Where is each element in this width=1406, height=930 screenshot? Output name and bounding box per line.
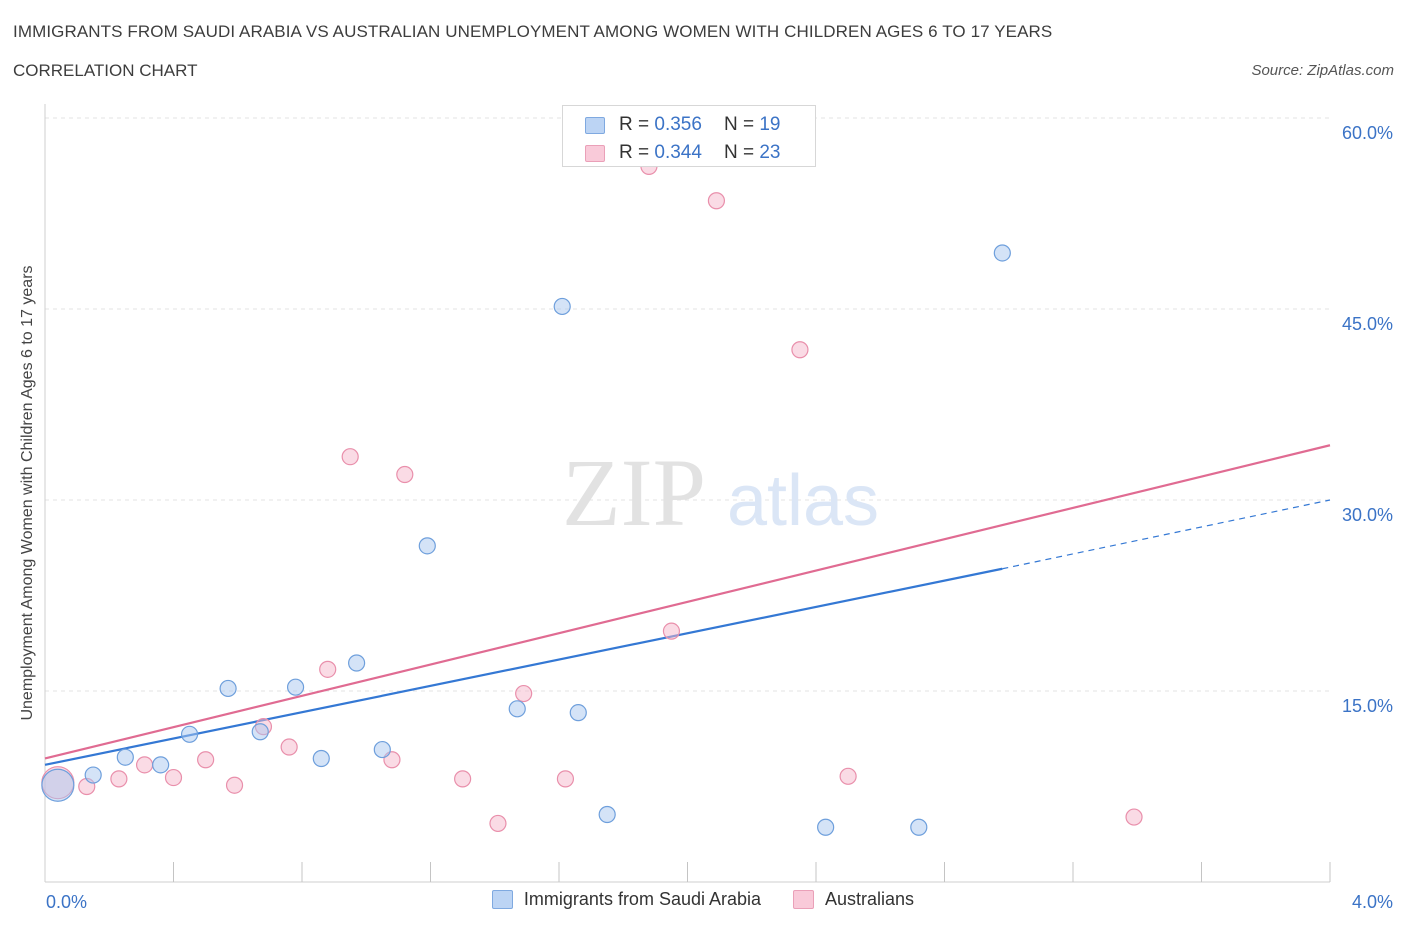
data-point-saudi-0 bbox=[41, 768, 75, 802]
data-point-saudi-4 bbox=[180, 725, 199, 743]
data-point-australians-8 bbox=[280, 738, 298, 756]
data-point-saudi-6 bbox=[251, 723, 269, 741]
legend-n-value: 19 bbox=[759, 114, 781, 135]
data-point-australians-10 bbox=[341, 448, 359, 466]
data-point-australians-4 bbox=[164, 768, 183, 787]
legend-n-label: N = bbox=[723, 142, 755, 163]
legend-r-value: 0.344 bbox=[654, 142, 702, 163]
watermark-zip: ZIP bbox=[562, 439, 706, 546]
data-point-saudi-17 bbox=[910, 818, 928, 836]
data-point-saudi-10 bbox=[373, 740, 391, 759]
legend-row-saudi: R = 0.356 N = 19 bbox=[585, 113, 780, 137]
legend-r-value: 0.356 bbox=[654, 114, 702, 135]
data-point-saudi-8 bbox=[312, 749, 330, 768]
data-point-australians-6 bbox=[225, 776, 244, 794]
data-point-saudi-3 bbox=[152, 756, 170, 774]
data-point-australians-19 bbox=[707, 192, 726, 210]
data-point-saudi-18 bbox=[993, 244, 1011, 262]
correlation-legend: R = 0.356 N = 19 R = 0.344 N = 23 bbox=[562, 105, 816, 167]
watermark: ZIP atlas bbox=[562, 439, 879, 546]
trend-lines bbox=[44, 444, 1331, 766]
y-tick-label-2: 45.0% bbox=[1342, 314, 1393, 334]
data-point-saudi-5 bbox=[219, 679, 237, 698]
data-point-saudi-12 bbox=[508, 700, 526, 718]
legend-swatch-australians bbox=[585, 144, 605, 162]
data-point-saudi-1 bbox=[84, 766, 102, 784]
data-point-australians-13 bbox=[454, 770, 472, 788]
data-points bbox=[41, 157, 1143, 836]
legend-row-australians: R = 0.344 N = 23 bbox=[585, 141, 780, 165]
series-name-saudi: Immigrants from Saudi Arabia bbox=[523, 889, 762, 909]
chart-title: IMMIGRANTS FROM SAUDI ARABIA VS AUSTRALI… bbox=[13, 22, 1053, 41]
series-legend-australians: Australians bbox=[793, 889, 914, 910]
source-label: Source: ZipAtlas.com bbox=[1251, 62, 1394, 79]
x-tick-label-0: 0.0% bbox=[46, 892, 87, 912]
data-point-australians-3 bbox=[135, 756, 154, 774]
watermark-atlas: atlas bbox=[727, 461, 879, 541]
chart-subtitle: CORRELATION CHART bbox=[13, 61, 198, 80]
data-point-australians-5 bbox=[197, 751, 215, 769]
trend-line-saudi-extension bbox=[1002, 499, 1331, 570]
legend-n-label: N = bbox=[723, 114, 755, 135]
data-point-saudi-2 bbox=[116, 748, 134, 766]
axes bbox=[44, 104, 1331, 883]
data-point-australians-2 bbox=[110, 770, 128, 788]
data-point-australians-16 bbox=[556, 770, 575, 788]
x-tick-labels: 0.0% 4.0% bbox=[46, 892, 1393, 912]
x-tick-label-1: 4.0% bbox=[1352, 892, 1393, 912]
data-point-saudi-16 bbox=[817, 818, 835, 836]
data-point-saudi-9 bbox=[348, 654, 366, 672]
legend-n-value: 23 bbox=[759, 142, 781, 163]
data-point-saudi-15 bbox=[598, 805, 616, 824]
series-legend-saudi: Immigrants from Saudi Arabia bbox=[491, 889, 762, 910]
data-point-saudi-13 bbox=[553, 297, 571, 316]
data-point-australians-20 bbox=[791, 341, 809, 359]
data-point-australians-12 bbox=[396, 465, 414, 484]
data-point-australians-18 bbox=[662, 622, 681, 640]
y-tick-label-3: 60.0% bbox=[1342, 123, 1393, 143]
data-point-saudi-11 bbox=[418, 537, 436, 555]
data-point-australians-21 bbox=[839, 767, 857, 785]
y-tick-label-0: 15.0% bbox=[1342, 696, 1393, 716]
data-point-saudi-14 bbox=[569, 704, 587, 722]
data-point-saudi-7 bbox=[286, 678, 305, 696]
y-tick-label-1: 30.0% bbox=[1342, 505, 1393, 525]
legend-r-label: R = bbox=[619, 142, 650, 163]
trend-line-australians bbox=[44, 444, 1331, 760]
grid-lines bbox=[45, 117, 1330, 692]
series-swatch-australians bbox=[793, 890, 815, 909]
data-point-australians-22 bbox=[1125, 808, 1143, 826]
trend-line-saudi bbox=[44, 567, 1003, 766]
y-tick-labels: 15.0% 30.0% 45.0% 60.0% bbox=[1342, 123, 1393, 716]
legend-swatch-saudi bbox=[585, 116, 605, 134]
series-name-australians: Australians bbox=[825, 889, 915, 909]
data-point-australians-9 bbox=[319, 660, 337, 678]
series-legend: Immigrants from Saudi Arabia Australians bbox=[0, 889, 1406, 910]
legend-r-label: R = bbox=[619, 114, 650, 135]
data-point-australians-15 bbox=[515, 684, 533, 703]
data-point-australians-14 bbox=[489, 814, 507, 833]
series-swatch-saudi bbox=[491, 890, 513, 909]
